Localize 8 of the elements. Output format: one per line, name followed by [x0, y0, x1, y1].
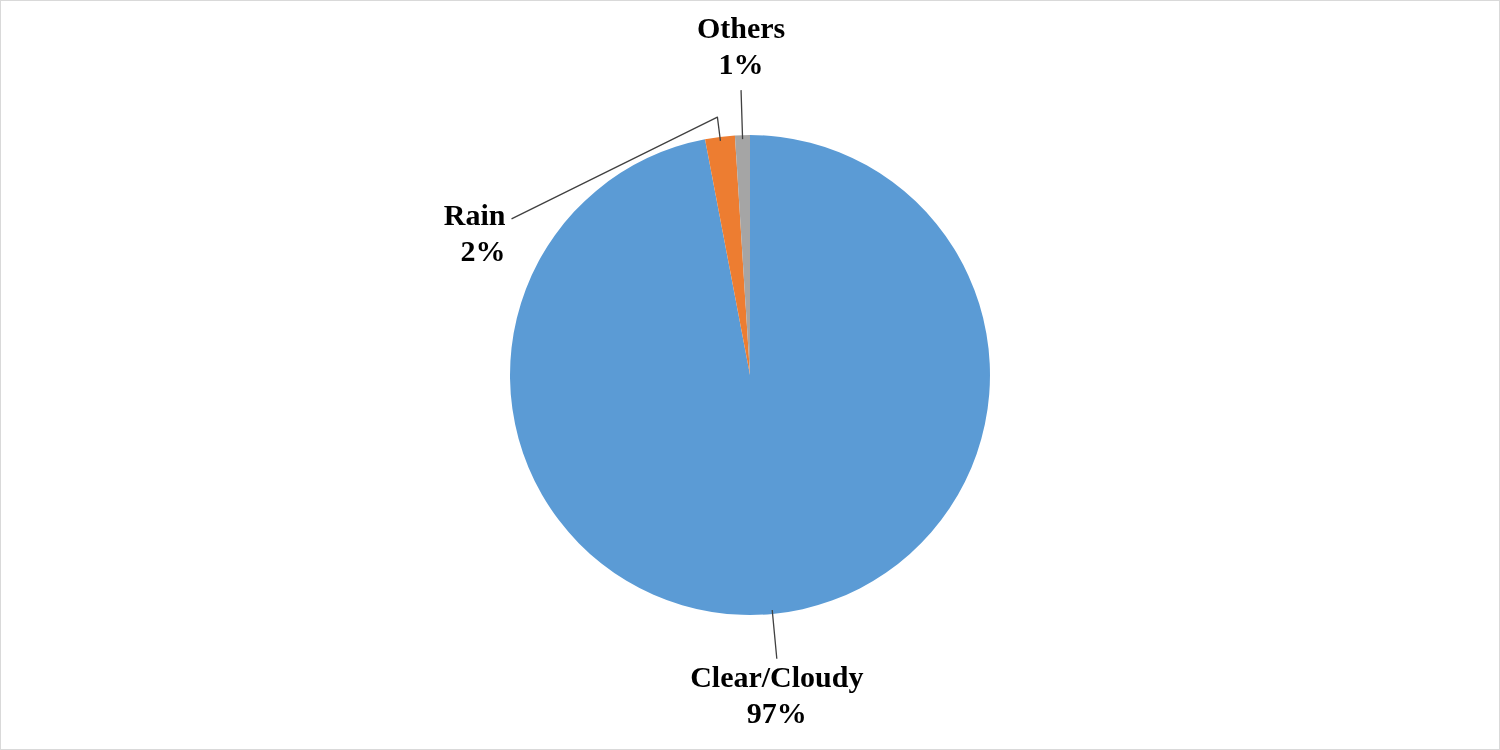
data-label: 97%: [746, 695, 807, 729]
pie-slice: [510, 135, 990, 615]
slice-label: Clear/Cloudy: [690, 659, 864, 693]
pie-slice: [705, 135, 750, 375]
slice-label: Others: [696, 11, 786, 45]
data-label: 1%: [718, 47, 764, 81]
data-label: 2%: [460, 233, 506, 267]
slice-label: Rain: [443, 197, 506, 231]
